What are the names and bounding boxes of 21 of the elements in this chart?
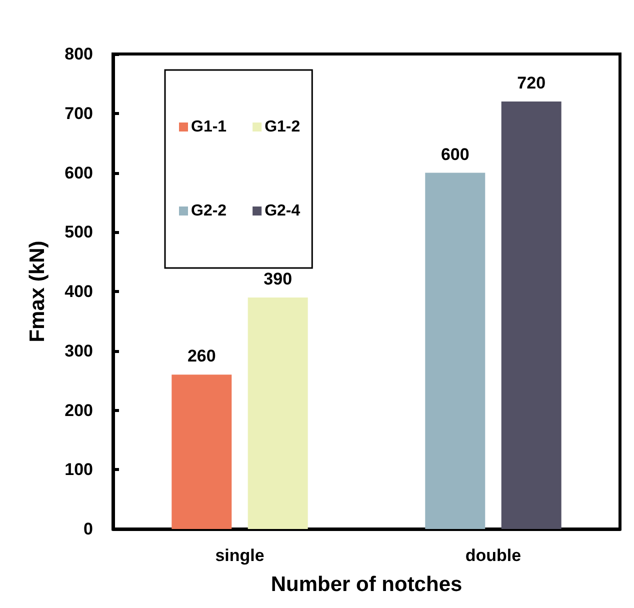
y-tick-label: 200	[64, 400, 93, 420]
y-tick-label: 0	[84, 520, 93, 538]
y-tick-label: 500	[64, 222, 93, 242]
legend-label: G2-4	[264, 202, 300, 220]
legend-label: G1-2	[264, 118, 300, 136]
y-tick-label: 300	[64, 341, 93, 360]
y-tick-label: 800	[64, 44, 93, 64]
y-tick-label: 400	[64, 282, 93, 301]
x-tick-label: single	[215, 546, 264, 565]
y-axis-title: Fmax (kN)	[26, 240, 49, 342]
y-tick-label: 100	[64, 460, 93, 480]
data-label: 720	[517, 74, 546, 92]
legend-label: G1-1	[191, 118, 227, 136]
x-axis-title: Number of notches	[270, 573, 462, 596]
x-tick-label: double	[465, 546, 522, 565]
y-tick-label: 600	[64, 163, 93, 182]
y-tick-label: 700	[64, 104, 93, 123]
data-label: 260	[187, 346, 216, 366]
legend-label: G2-2	[191, 202, 227, 220]
data-label: 600	[440, 144, 470, 164]
data-label: 390	[264, 269, 292, 288]
